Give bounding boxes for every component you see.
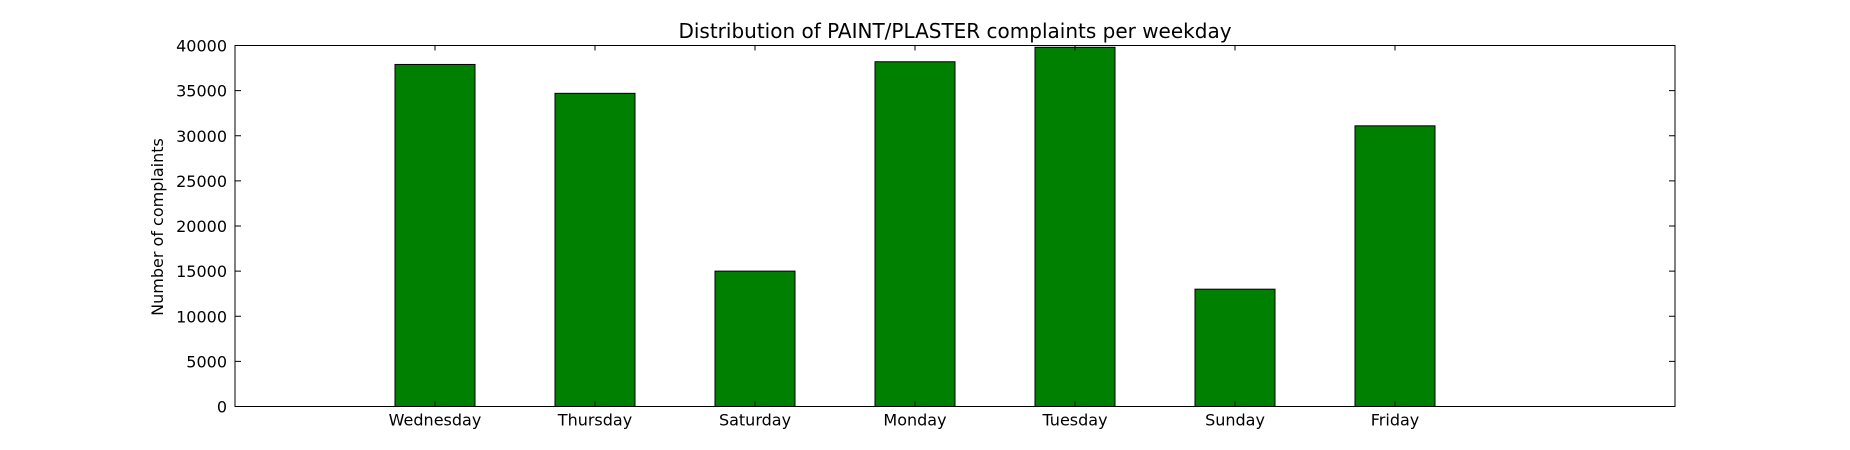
plot-frame [234,45,1676,407]
bar-monday [874,61,956,408]
y-tick-label-15000: 15000 [176,262,227,281]
ticks-layer: Wednesday Thursday Saturday Monday Tuesday Su… [176,37,1675,430]
x-tick-label-sunday: Sunday [1205,411,1265,430]
y-tick-label-0: 0 [217,398,227,417]
y-tick-label-30000: 30000 [176,127,227,146]
x-tick-label-wednesday: Wednesday [389,411,482,430]
y-tick-label-40000: 40000 [176,37,227,56]
x-tick-label-thursday: Thursday [557,411,632,430]
bar-wednesday [394,63,476,407]
bar-sunday [1194,288,1276,407]
y-axis-label: Number of complaints [148,138,167,316]
x-tick-label-friday: Friday [1371,411,1420,430]
y-tick-label-5000: 5000 [186,352,227,371]
chart-title: Distribution of PAINT/PLASTER complaints… [678,19,1231,43]
x-tick-label-monday: Monday [883,411,946,430]
y-tick-label-10000: 10000 [176,307,227,326]
bars-layer [394,46,1436,408]
x-tick-label-tuesday: Tuesday [1041,411,1107,430]
y-tick-label-20000: 20000 [176,217,227,236]
bar-thursday [554,92,636,408]
x-tick-label-saturday: Saturday [719,411,791,430]
y-tick-label-35000: 35000 [176,82,227,101]
bar-saturday [714,270,796,407]
y-tick-label-25000: 25000 [176,172,227,191]
bar-tuesday [1034,46,1116,408]
bar-friday [1354,125,1436,407]
